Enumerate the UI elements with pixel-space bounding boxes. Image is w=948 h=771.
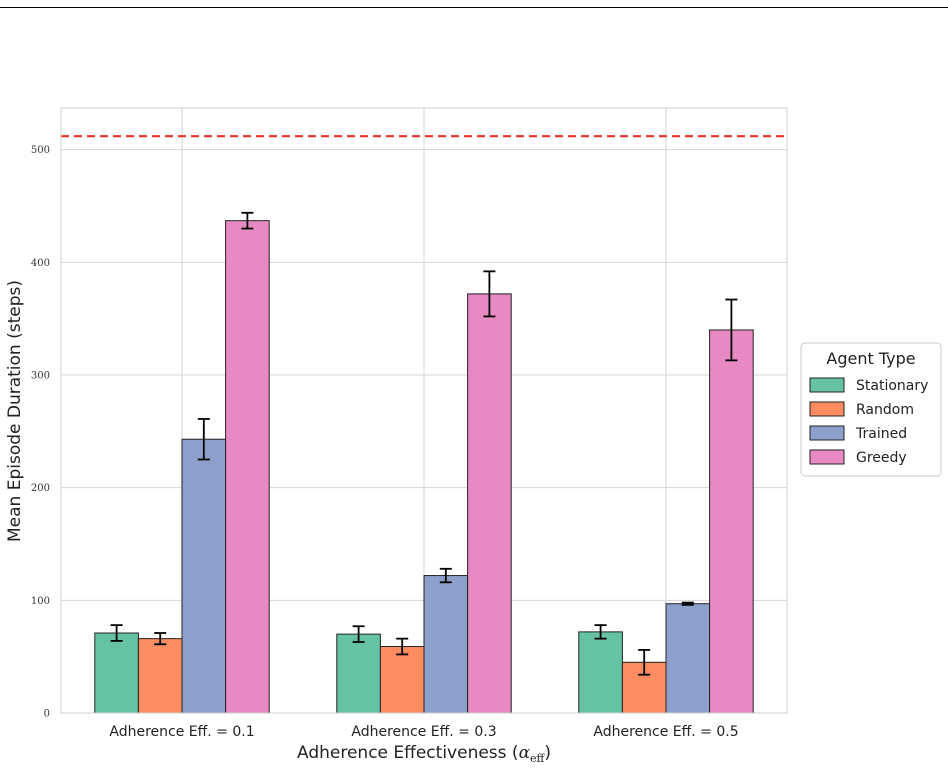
bar-greedy: [467, 293, 512, 714]
legend-swatch-trained: [809, 425, 845, 441]
y-axis-label: Mean Episode Duration (steps): [5, 280, 25, 542]
legend-title: Agent Type: [826, 349, 915, 368]
bars-layer: [94, 220, 754, 714]
plot-frame: [60, 107, 788, 714]
x-tick-labels: Adherence Eff. = 0.1 Adherence Eff. = 0.3…: [109, 724, 738, 740]
legend-swatch-greedy: [809, 449, 845, 465]
y-tick-labels: 0 100 200 300 400 500: [31, 145, 50, 719]
bar-greedy: [225, 220, 270, 714]
legend-items: Stationary Random Trained Greedy: [809, 377, 928, 466]
legend-swatch-random: [809, 401, 845, 417]
y-tick-label: 200: [31, 483, 50, 494]
x-tick-label: Adherence Eff. = 0.5: [593, 724, 738, 740]
x-axis-label: Adherence Effectiveness (αeff): [297, 743, 551, 765]
x-tick-label: Adherence Eff. = 0.3: [351, 724, 496, 740]
legend-label-random: Random: [856, 402, 914, 418]
bar-stationary: [336, 633, 381, 714]
y-tick-label: 300: [31, 371, 50, 382]
bar-random: [379, 646, 425, 714]
top-rule: [0, 7, 948, 8]
legend: Agent Type Stationary Random Trained Greedy: [800, 342, 942, 477]
y-tick-label: 0: [44, 709, 50, 720]
bar-stationary: [578, 631, 623, 714]
y-tick-label: 100: [31, 596, 50, 607]
bar-stationary: [94, 632, 139, 714]
errorbar-layer: [110, 211, 738, 676]
legend-box: [800, 342, 942, 477]
bar-greedy: [709, 329, 754, 714]
bar-trained: [665, 603, 711, 714]
y-tick-label: 400: [31, 258, 50, 269]
x-tick-label: Adherence Eff. = 0.1: [109, 724, 254, 740]
legend-swatch-stationary: [809, 377, 845, 393]
bar-trained: [181, 438, 227, 714]
bar-random: [137, 638, 183, 714]
legend-label-trained: Trained: [855, 426, 907, 442]
bar-trained: [423, 575, 469, 714]
legend-label-greedy: Greedy: [856, 450, 907, 466]
y-tick-label: 500: [31, 145, 50, 156]
legend-label-stationary: Stationary: [856, 378, 928, 394]
